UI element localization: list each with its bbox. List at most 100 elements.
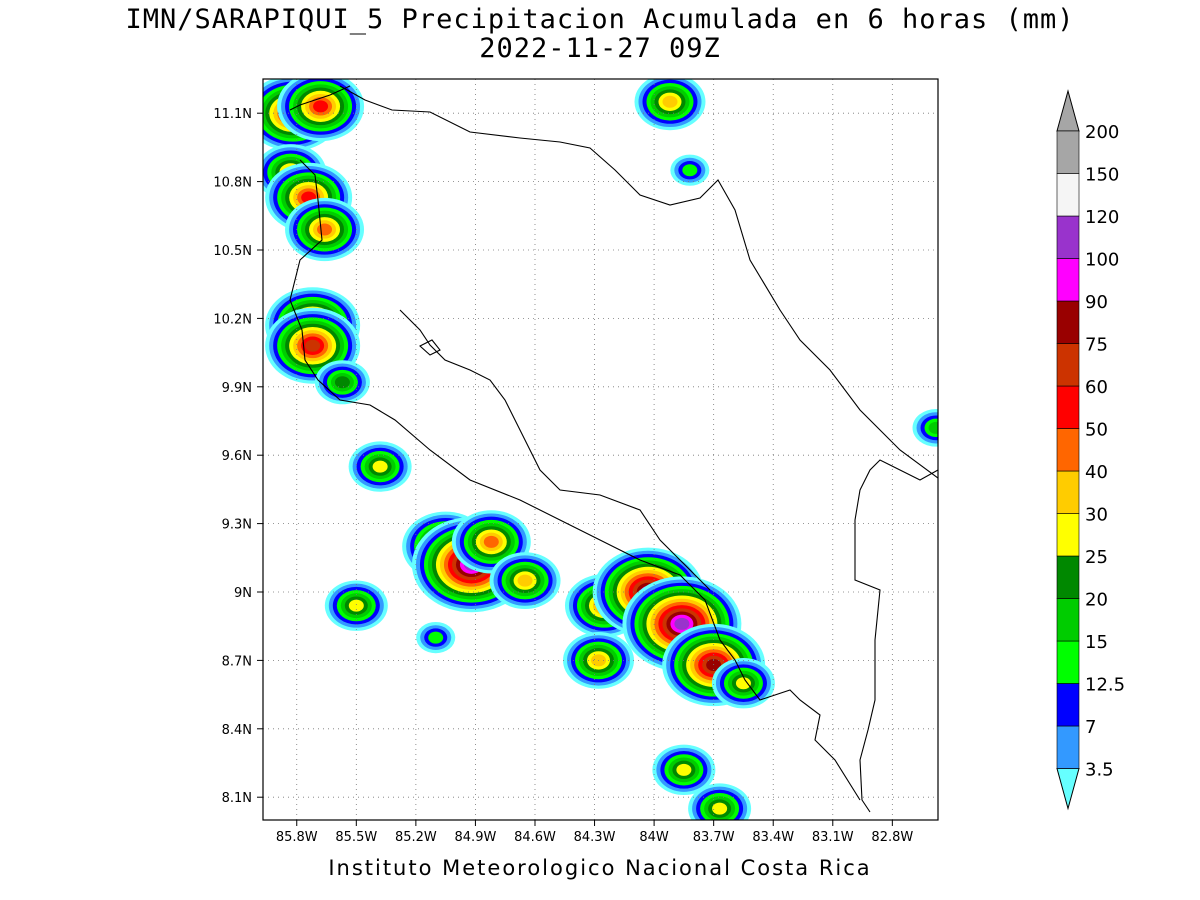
lon-tick-label: 82.8W — [871, 830, 913, 845]
colorbar-swatch — [1056, 215, 1080, 259]
lat-tick-label: 11.1N — [213, 107, 252, 122]
precip-contour — [428, 631, 444, 644]
precip-contour — [712, 802, 728, 815]
precip-contour — [682, 164, 698, 177]
colorbar-label: 90 — [1085, 292, 1108, 313]
lat-tick-label: 8.7N — [222, 654, 252, 669]
colorbar-swatch — [1056, 640, 1080, 684]
precip-cell — [285, 197, 365, 262]
precip-cell — [670, 154, 710, 186]
precip-contour — [305, 339, 321, 352]
coastline-segment — [289, 159, 861, 801]
lat-tick-label: 10.2N — [213, 312, 252, 327]
coastline-segment — [289, 85, 351, 111]
precip-cell — [314, 360, 370, 405]
lon-tick-label: 84.9W — [455, 830, 497, 845]
map-grid — [263, 79, 938, 820]
colorbar-high-arrow — [1056, 89, 1080, 132]
colorbar-label: 20 — [1085, 590, 1108, 611]
lon-tick-label: 85.8W — [276, 830, 318, 845]
colorbar-label: 200 — [1085, 122, 1119, 143]
colorbar-label: 75 — [1085, 335, 1108, 356]
lon-tick-label: 84.6W — [514, 830, 556, 845]
lat-tick-label: 8.1N — [222, 791, 252, 806]
colorbar-swatch — [1056, 258, 1080, 302]
colorbar-swatch — [1056, 130, 1080, 174]
colorbar-label: 25 — [1085, 547, 1108, 568]
precip-contour — [928, 421, 938, 434]
colorbar-swatch — [1056, 173, 1080, 217]
lon-tick-label: 84W — [639, 830, 669, 845]
colorbar-label: 120 — [1085, 207, 1119, 228]
precip-cell — [489, 552, 561, 609]
precip-cell — [634, 79, 706, 131]
coastline-segment — [399, 309, 711, 591]
map-subtitle-datetime: 2022-11-27 09Z — [479, 33, 721, 64]
precip-cell — [324, 580, 388, 631]
colorbar-label: 40 — [1085, 462, 1108, 483]
colorbar-label: 12.5 — [1085, 675, 1125, 696]
colorbar-swatch — [1056, 300, 1080, 344]
footer-credit: Instituto Meteorologico Nacional Costa R… — [328, 856, 872, 880]
colorbar-label: 15 — [1085, 632, 1108, 653]
colorbar-swatch — [1056, 343, 1080, 387]
precip-cell — [348, 441, 412, 492]
lat-tick-label: 8.4N — [222, 723, 252, 738]
colorbar-low-arrow — [1056, 768, 1080, 811]
colorbar-label: 7 — [1085, 717, 1096, 738]
map-title: IMN/SARAPIQUI_5 Precipitacion Acumulada … — [125, 4, 1075, 35]
colorbar-swatch — [1056, 385, 1080, 429]
lon-tick-label: 85.2W — [395, 830, 437, 845]
precip-contour — [674, 617, 690, 630]
coastline — [289, 85, 938, 813]
precip-cell — [688, 783, 752, 820]
colorbar-label: 50 — [1085, 420, 1108, 441]
precip-contour — [313, 100, 329, 113]
precip-contour — [372, 460, 388, 473]
precip-contour — [334, 376, 350, 389]
lat-tick-label: 10.8N — [213, 176, 252, 191]
colorbar-swatch — [1056, 555, 1080, 599]
lon-tick-label: 83.4W — [752, 830, 794, 845]
colorbar-legend: 3.5 7 12.5 15 20 25 30 40 50 60 75 90 100 120 150 200 — [1056, 89, 1125, 811]
map-axes: 85.8W 85.5W 85.2W 84.9W 84.6W 84.3W 84W 83.7W 83… — [213, 107, 913, 845]
colorbar-label: 150 — [1085, 165, 1119, 186]
precip-contour — [735, 677, 751, 690]
colorbar-label: 60 — [1085, 377, 1108, 398]
precip-contour — [517, 574, 533, 587]
lat-tick-label: 10.5N — [213, 244, 252, 259]
colorbar-label: 30 — [1085, 505, 1108, 526]
lon-tick-label: 84.3W — [574, 830, 616, 845]
precip-cell — [652, 744, 716, 796]
precip-cell — [416, 622, 456, 654]
coastline-segment — [419, 339, 441, 356]
precip-cell — [277, 79, 365, 142]
colorbar-swatch — [1056, 470, 1080, 514]
precip-cell — [912, 409, 938, 447]
precip-contour — [662, 95, 678, 108]
precip-contour — [317, 223, 333, 236]
colorbar-swatch — [1056, 598, 1080, 642]
lat-tick-label: 9.6N — [222, 449, 252, 464]
colorbar-swatch — [1056, 683, 1080, 727]
colorbar-label: 100 — [1085, 250, 1119, 271]
precip-contour — [483, 535, 499, 548]
colorbar-swatch — [1056, 725, 1080, 769]
colorbar-label: 3.5 — [1085, 760, 1114, 781]
lon-tick-label: 83.7W — [693, 830, 735, 845]
lat-tick-label: 9N — [234, 586, 252, 601]
lon-tick-label: 83.1W — [812, 830, 854, 845]
colorbar-swatch — [1056, 513, 1080, 557]
plot-frame — [262, 78, 939, 821]
precipitation-field — [263, 79, 938, 820]
precip-contour — [676, 763, 692, 776]
colorbar-swatch — [1056, 428, 1080, 472]
coastline-segment — [854, 459, 938, 813]
lon-tick-label: 85.5W — [335, 830, 377, 845]
precip-cell — [711, 658, 775, 709]
lat-tick-label: 9.3N — [222, 518, 252, 533]
coastline-segment — [339, 85, 938, 479]
precip-contour — [348, 599, 364, 612]
lat-tick-label: 9.9N — [222, 381, 252, 396]
